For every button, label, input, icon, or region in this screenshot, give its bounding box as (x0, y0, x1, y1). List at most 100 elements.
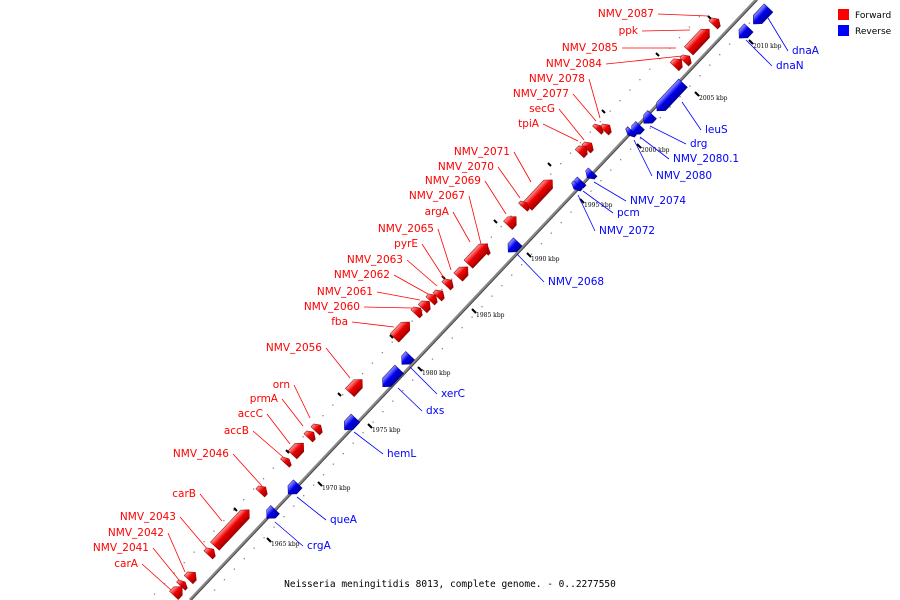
position-dot (501, 285, 503, 287)
reverse-gene-arrow (571, 180, 583, 192)
legend: Forward Reverse (838, 9, 892, 37)
kbp-tick (579, 198, 585, 204)
reverse-gene-arrow (401, 351, 415, 365)
reverse-gene-leader (593, 181, 627, 202)
kbp-tick (471, 308, 477, 314)
reverse-gene-arrow (625, 126, 637, 138)
forward-gene-leader (513, 151, 532, 183)
position-dot (639, 79, 641, 81)
forward-gene-arrow (389, 321, 411, 343)
forward-gene-arrow (310, 423, 323, 436)
forward-tick (389, 334, 394, 339)
position-dot (332, 404, 334, 406)
reverse-gene-arrow (643, 110, 657, 124)
forward-gene-leader (232, 453, 263, 487)
forward-gene-leader (437, 228, 452, 271)
position-dot (372, 421, 374, 423)
reverse-gene-label: NMV_2080.1 (673, 153, 739, 165)
forward-gene-arrow (303, 430, 316, 443)
forward-gene-label: NMV_2087 (598, 8, 654, 20)
kbp-tick-label: 1970 kbp (322, 485, 351, 492)
reverse-gene-arrow (266, 505, 280, 519)
forward-gene-label: NMV_2071 (454, 146, 510, 158)
forward-gene-arrow (679, 54, 692, 67)
reverse-gene-leader (745, 39, 773, 67)
forward-gene-arrow (581, 141, 594, 154)
position-dot (639, 138, 642, 140)
forward-gene-label: NMV_2042 (108, 527, 164, 539)
position-dot (569, 152, 572, 154)
position-dot (719, 54, 721, 56)
reverse-gene-leader (353, 431, 384, 455)
position-dot (600, 180, 602, 182)
legend-forward-swatch (838, 9, 849, 20)
position-dot (560, 222, 562, 224)
forward-gene-leader (393, 274, 429, 295)
position-dot (412, 379, 414, 381)
forward-gene-leader (497, 166, 521, 199)
position-dot (500, 226, 502, 228)
position-dot (451, 278, 453, 280)
forward-gene-label: pyrE (394, 238, 418, 250)
reverse-gene-leader (633, 139, 653, 177)
position-dot (303, 495, 305, 497)
forward-tick (707, 15, 712, 20)
forward-gene-arrow (255, 485, 268, 498)
kbp-tick (367, 423, 373, 429)
forward-gene-label: carA (114, 558, 139, 570)
forward-gene-leader (179, 516, 209, 551)
forward-tick (337, 392, 342, 397)
reverse-gene-arrow (382, 364, 404, 387)
forward-gene-arrow (683, 28, 710, 56)
forward-gene-leader (558, 108, 585, 141)
position-dot (391, 341, 393, 343)
reverse-gene-arrow (507, 237, 523, 253)
forward-tick (285, 449, 290, 454)
reverse-gene-leader (516, 253, 545, 283)
position-dot (550, 173, 552, 175)
forward-gene-leader (199, 493, 223, 522)
label-leaders (141, 13, 789, 591)
position-dot (421, 310, 423, 312)
position-dot (342, 453, 344, 455)
position-dot (381, 352, 384, 354)
forward-gene-leader (252, 430, 284, 458)
forward-gene-leader (152, 547, 180, 581)
reverse-gene-label: queA (330, 514, 358, 526)
position-dot (471, 316, 473, 318)
forward-gene-label: NMV_2070 (438, 161, 494, 173)
kbp-tick-label: 1985 kbp (476, 312, 505, 319)
forward-gene-arrow (503, 216, 517, 230)
kbp-tick (636, 143, 642, 149)
forward-gene-leader (588, 78, 601, 119)
position-dot (273, 526, 275, 528)
reverse-gene-arrow (752, 3, 774, 25)
forward-gene-leader (572, 93, 597, 122)
forward-gene-label: NMV_2085 (562, 42, 618, 54)
forward-gene-leader (484, 180, 507, 215)
forward-gene-label: NMV_2063 (347, 254, 403, 266)
reverse-gene-label: dxs (426, 405, 444, 417)
position-dot (213, 530, 215, 532)
forward-gene-arrow (599, 123, 612, 136)
reverse-gene-label: NMV_2074 (630, 195, 686, 207)
position-dot (392, 400, 394, 402)
position-dot (619, 100, 621, 102)
position-dot (609, 110, 611, 112)
forward-gene-leader (281, 398, 304, 427)
position-dot (659, 117, 661, 119)
kbp-ticks: 1965 kbp 1970 kbp 1975 kbp 1980 kbp 1985 kbp… (233, 15, 782, 548)
position-dot (490, 236, 492, 238)
position-dot (491, 295, 493, 297)
position-dot (610, 169, 612, 171)
position-dot (520, 264, 523, 266)
position-dot (402, 390, 404, 392)
forward-gene-arrow (432, 289, 445, 302)
forward-tick (601, 109, 606, 114)
position-dot (688, 26, 691, 28)
forward-gene-arrow (425, 293, 438, 306)
position-dot (678, 37, 681, 39)
forward-gene-leader (468, 195, 482, 245)
forward-gene-label: prmA (250, 393, 279, 405)
forward-tick (493, 219, 498, 224)
